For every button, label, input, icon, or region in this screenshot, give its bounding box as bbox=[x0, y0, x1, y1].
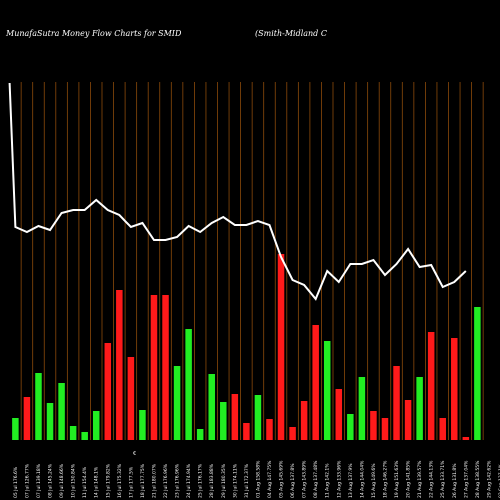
money-flow-bar bbox=[196, 429, 204, 440]
money-flow-bar bbox=[427, 332, 435, 440]
money-flow-bar bbox=[300, 401, 308, 440]
money-flow-bar bbox=[58, 383, 65, 440]
x-tick-label: 29 Jul 180.35% bbox=[221, 463, 227, 498]
x-tick-label: 21 Aug 139.57% bbox=[417, 460, 423, 498]
x-tick-label: 18 Aug 146.27% bbox=[382, 460, 388, 498]
x-tick-label: 17 Jul 177.5% bbox=[128, 466, 134, 498]
x-tick-label: 28 Jul 183.88% bbox=[209, 463, 215, 498]
money-flow-bar bbox=[243, 423, 250, 440]
money-flow-bar bbox=[127, 357, 135, 440]
money-flow-bar bbox=[139, 410, 146, 440]
axis-marker: € bbox=[133, 451, 136, 457]
x-tick-label: 07 Jul 126.77% bbox=[24, 463, 30, 498]
x-tick-label: 05 Aug 145.69% bbox=[279, 460, 285, 498]
x-tick-label: 08 Aug 137.48% bbox=[313, 460, 319, 498]
x-tick-label: 11 Aug 142.1% bbox=[325, 463, 331, 498]
money-flow-bar bbox=[277, 254, 285, 440]
x-tick-label: 10 Jul 150.84% bbox=[71, 463, 77, 498]
x-tick-label: 29 Aug 142.62% bbox=[486, 460, 492, 498]
x-tick-label: 22 Jul 176.96% bbox=[163, 463, 169, 498]
x-tick-label: 02 Sep 137.1% bbox=[498, 463, 500, 498]
x-tick-label: 22 Aug 144.13% bbox=[429, 460, 435, 498]
x-tick-label: 04 Aug 147.75% bbox=[267, 460, 273, 498]
x-tick-label: 24 Jul 174.94% bbox=[186, 463, 192, 498]
x-tick-label: 23 Jul 176.96% bbox=[175, 463, 181, 498]
money-flow-bars bbox=[12, 254, 481, 440]
x-tick-label: 18 Jul 177.75% bbox=[140, 463, 146, 498]
money-flow-bar bbox=[439, 418, 446, 440]
money-flow-bar bbox=[46, 403, 54, 440]
x-tick-label: 15 Jul 179.82% bbox=[105, 463, 111, 498]
x-tick-labels: 05 Jul 176.6% 07 Jul 126.77% 07 Jul 139.18… bbox=[13, 460, 500, 498]
x-tick-label: 07 Jul 139.18% bbox=[36, 463, 42, 498]
x-tick-label: 31 Jul 172.37% bbox=[244, 463, 250, 498]
price-line-group bbox=[8, 82, 467, 301]
x-tick-label: 13 Aug 137.9% bbox=[348, 463, 354, 498]
x-tick-label: 15 Aug 149.6% bbox=[371, 463, 377, 498]
x-tick-label: 25 Jul 176.17% bbox=[198, 463, 204, 498]
x-tick-label: 08 Jul 145.24% bbox=[48, 463, 54, 498]
x-tick-label: 27 Aug 137.04% bbox=[463, 460, 469, 498]
x-tick-label: 07 Aug 143.89% bbox=[302, 460, 308, 498]
money-flow-bar bbox=[185, 329, 192, 440]
money-flow-bar bbox=[474, 307, 481, 440]
x-tick-label: 30 Jul 174.11% bbox=[232, 463, 238, 498]
money-flow-bar bbox=[173, 366, 181, 440]
x-tick-label: 20 Aug 141.85% bbox=[406, 460, 412, 498]
money-flow-bar bbox=[266, 419, 273, 440]
money-flow-bar bbox=[23, 397, 31, 440]
x-tick-label: 26 Aug 131.8% bbox=[452, 463, 458, 498]
money-flow-bar bbox=[404, 400, 412, 440]
money-flow-bar bbox=[162, 295, 169, 440]
money-flow-bar bbox=[150, 295, 158, 440]
x-tick-label: 11 Jul 154.4% bbox=[82, 466, 88, 498]
money-flow-bar bbox=[451, 338, 458, 440]
gridlines bbox=[20, 82, 484, 440]
money-flow-bar bbox=[35, 373, 42, 440]
x-tick-label: 16 Jul 175.32% bbox=[117, 463, 123, 498]
chart-subtitle: (Smith-Midland C bbox=[255, 29, 327, 38]
money-flow-bar bbox=[231, 394, 239, 440]
x-tick-label: 12 Aug 133.96% bbox=[336, 460, 342, 498]
money-flow-bar bbox=[208, 374, 215, 440]
money-flow-bar bbox=[347, 414, 354, 440]
money-flow-bar bbox=[323, 341, 331, 440]
x-tick-label: 05 Jul 176.6% bbox=[13, 466, 19, 498]
money-flow-bar bbox=[381, 418, 389, 440]
x-tick-label: 01 Aug 158.58% bbox=[255, 460, 261, 498]
money-flow-bar bbox=[92, 411, 100, 440]
money-flow-bar bbox=[370, 411, 377, 440]
money-flow-bar bbox=[254, 395, 262, 440]
money-flow-bar bbox=[393, 366, 400, 440]
x-tick-label: 09 Jul 148.66% bbox=[59, 463, 65, 498]
x-tick-label: 21 Jul 180.07% bbox=[151, 463, 157, 498]
x-tick-label: 28 Aug 138.55% bbox=[475, 460, 481, 498]
money-flow-bar bbox=[416, 377, 423, 440]
money-flow-bar bbox=[220, 402, 227, 440]
money-flow-bar bbox=[289, 427, 296, 440]
x-tick-label: 14 Jul 148.1% bbox=[94, 466, 100, 498]
money-flow-bar bbox=[116, 290, 123, 440]
x-tick-label: 06 Aug 137.8% bbox=[290, 463, 296, 498]
x-tick-label: 19 Aug 151.63% bbox=[394, 460, 400, 498]
money-flow-bar bbox=[81, 432, 88, 440]
money-flow-bar bbox=[312, 325, 319, 440]
money-flow-bar bbox=[358, 377, 366, 440]
money-flow-bar bbox=[69, 426, 77, 440]
chart-title: MunafaSutra Money Flow Charts for SMID bbox=[5, 29, 182, 38]
x-tick-label: 14 Aug 144.04% bbox=[359, 460, 365, 498]
money-flow-bar bbox=[335, 389, 343, 440]
money-flow-bar bbox=[104, 343, 112, 440]
money-flow-bar bbox=[12, 418, 19, 440]
money-flow-bar bbox=[462, 437, 470, 440]
x-tick-label: 25 Aug 133.71% bbox=[440, 460, 446, 498]
price-line bbox=[8, 82, 467, 301]
